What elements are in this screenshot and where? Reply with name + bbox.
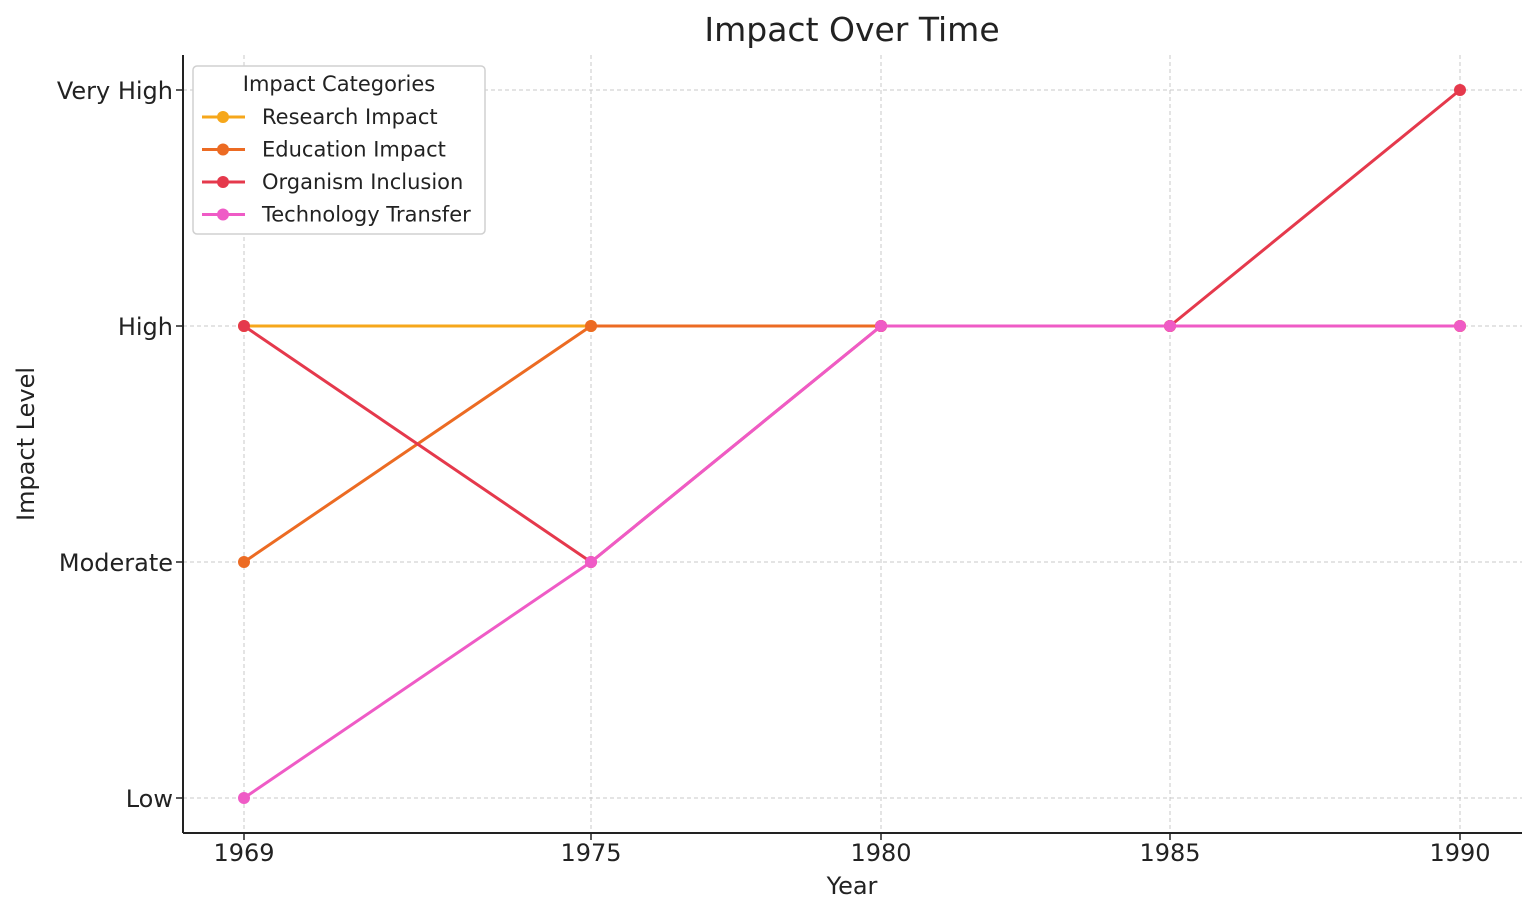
legend-swatch-marker-education-impact <box>217 143 229 156</box>
data-point-technology-transfer-1990 <box>1454 320 1466 332</box>
data-point-technology-transfer-1980 <box>875 320 887 332</box>
data-point-technology-transfer-1985 <box>1164 320 1176 332</box>
x-axis-title: Year <box>826 872 878 900</box>
chart-title: Impact Over Time <box>704 10 999 49</box>
series-technology-transfer <box>238 320 1466 804</box>
x-tick-label-1990: 1990 <box>1429 839 1490 867</box>
legend-label-technology-transfer: Technology Transfer <box>261 203 471 227</box>
legend-label-research-impact: Research Impact <box>262 105 438 129</box>
series-layer <box>238 84 1466 804</box>
x-tick-label-1980: 1980 <box>850 839 911 867</box>
legend-title: Impact Categories <box>243 72 436 96</box>
y-tick-label-very-high: Very High <box>57 77 173 105</box>
legend-swatch-marker-organism-inclusion <box>217 176 229 188</box>
legend-entry-organism-inclusion: Organism Inclusion <box>202 170 463 194</box>
y-tick-label-moderate: Moderate <box>59 549 173 577</box>
legend-label-organism-inclusion: Organism Inclusion <box>262 170 463 194</box>
x-tick-label-1985: 1985 <box>1139 839 1200 867</box>
data-point-technology-transfer-1969 <box>238 792 250 804</box>
y-tick-label-high: High <box>118 313 173 341</box>
legend-frame <box>192 65 486 235</box>
data-point-organism-inclusion-1990 <box>1454 84 1466 96</box>
axes-layer: 1969 1975 1980 1985 1990 Low Moderate High Very … <box>57 55 1522 867</box>
data-point-education-impact-1969 <box>238 556 250 568</box>
series-education-impact <box>238 320 1466 568</box>
legend-swatch-marker-research-impact <box>217 111 229 123</box>
series-line-education-impact <box>243 324 1460 564</box>
x-tick-label-1975: 1975 <box>560 839 621 867</box>
legend: Impact Categories Research Impact Educati… <box>192 65 486 235</box>
legend-entry-technology-transfer: Technology Transfer <box>202 203 471 227</box>
y-axis-title: Impact Level <box>12 367 40 521</box>
legend-entry-education-impact: Education Impact <box>202 138 446 162</box>
legend-label-education-impact: Education Impact <box>262 138 446 162</box>
data-point-education-impact-1975 <box>585 320 597 332</box>
data-point-organism-inclusion-1969 <box>238 320 250 332</box>
x-tick-label-1969: 1969 <box>213 839 274 867</box>
legend-entry-research-impact: Research Impact <box>202 105 438 129</box>
legend-swatch-marker-technology-transfer <box>217 208 229 221</box>
y-tick-label-low: Low <box>126 785 173 813</box>
legend-entries: Research Impact Education Impact Organism … <box>202 105 471 227</box>
data-point-technology-transfer-1975 <box>585 556 597 568</box>
